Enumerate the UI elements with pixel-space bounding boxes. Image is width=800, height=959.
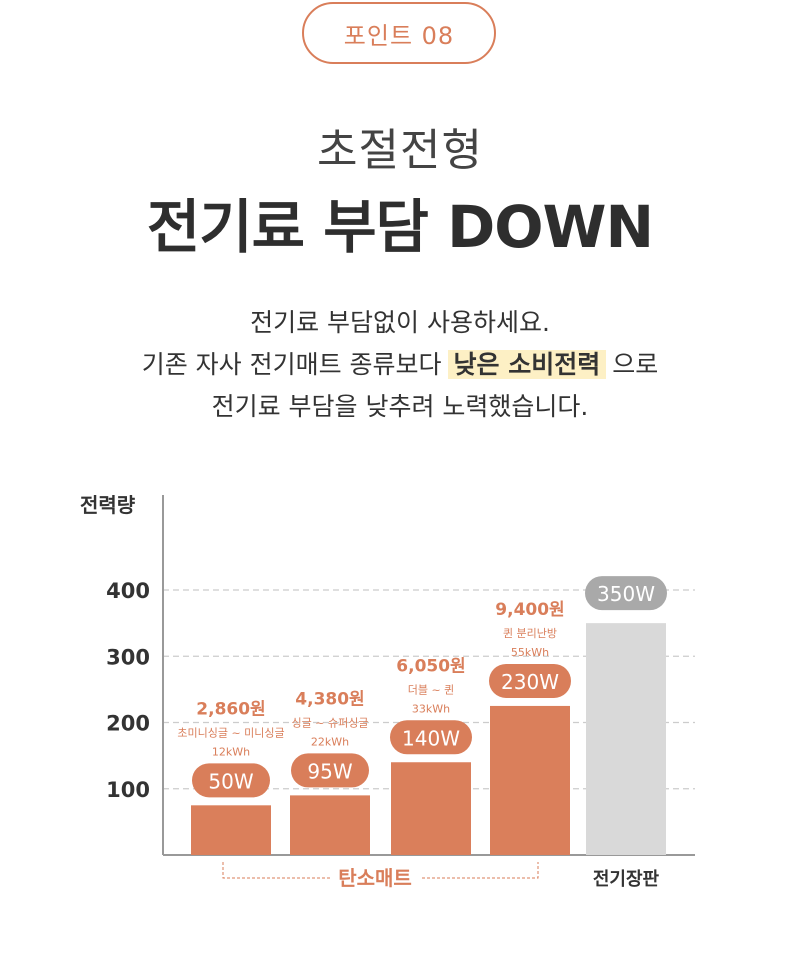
description-highlight: 낮은 소비전력 — [447, 350, 607, 379]
bar-price-label: 2,860원 — [196, 699, 265, 719]
bar-value-badge — [489, 663, 571, 698]
description-line-2-pre: 기존 자사 전기매트 종류보다 — [141, 350, 442, 379]
bar-price-label: 9,400원 — [495, 600, 564, 620]
y-tick-label: 300 — [106, 645, 150, 669]
bar-value-label: 350W — [597, 582, 655, 606]
carbon-group-bracket — [222, 862, 539, 879]
page-title: 전기료 부담 DOWN — [146, 193, 654, 261]
bar-size-label: 더블 ~ 퀸 — [408, 683, 455, 696]
bar-energy-label: 22kWh — [311, 735, 349, 748]
bar-price-label: 6,050원 — [396, 656, 465, 676]
bar-value-badge — [291, 753, 369, 788]
bar — [191, 805, 271, 855]
bar-energy-label: 55kWh — [511, 646, 549, 659]
description-line-3: 전기료 부담을 낮추려 노력했습니다. — [211, 392, 589, 421]
bar — [490, 705, 570, 855]
bar-price-label: 4,380원 — [295, 689, 364, 709]
bar — [290, 795, 370, 855]
bar-value-badge — [192, 763, 270, 798]
electric-category-label: 전기장판 — [593, 869, 660, 890]
bar-size-label: 퀸 분리난방 — [503, 627, 557, 640]
bar-energy-label: 33kWh — [412, 702, 450, 715]
bar-value-label: 230W — [501, 670, 559, 694]
bar-value-label: 95W — [307, 759, 352, 783]
y-tick-label: 200 — [106, 712, 150, 736]
bar-energy-label: 12kWh — [212, 745, 250, 758]
y-tick-label: 400 — [106, 579, 150, 603]
description-line-1: 전기료 부담없이 사용하세요. — [250, 308, 550, 337]
carbon-group-label: 탄소매트 — [338, 866, 412, 890]
description-line-2: 기존 자사 전기매트 종류보다 낮은 소비전력 으로 — [0, 344, 800, 386]
bar-value-label: 50W — [208, 769, 253, 793]
bar — [391, 762, 471, 855]
y-tick-label: 100 — [106, 778, 150, 802]
point-badge: 포인트 08 — [302, 2, 496, 64]
bar-size-label: 싱글 ~ 슈퍼싱글 — [292, 716, 369, 729]
bar-value-label: 140W — [402, 726, 460, 750]
bar-value-badge — [390, 720, 472, 755]
bar-size-label: 초미니싱글 ~ 미니싱글 — [177, 726, 284, 739]
bar-value-badge — [585, 576, 667, 611]
description-line-2-post: 으로 — [612, 350, 659, 379]
page-subtitle: 초절전형 — [317, 125, 483, 176]
y-axis-label: 전력량 — [80, 493, 136, 517]
description: 전기료 부담없이 사용하세요. 기존 자사 전기매트 종류보다 낮은 소비전력 으로… — [0, 302, 800, 428]
carbon-group-label-bg — [330, 866, 420, 890]
bar — [586, 623, 666, 855]
